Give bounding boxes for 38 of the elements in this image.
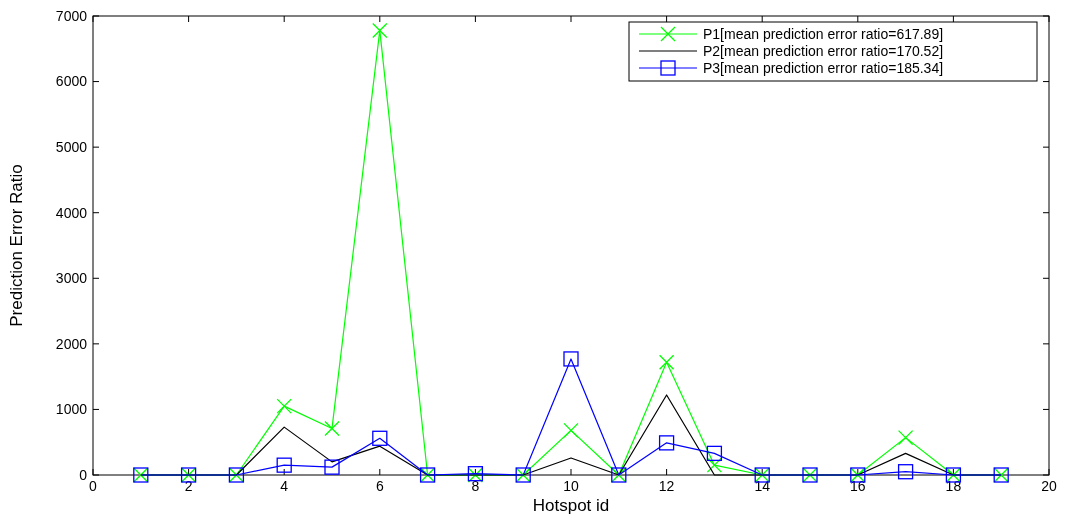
point (276, 457, 292, 473)
point (706, 457, 723, 473)
y-tick-label: 0 (79, 466, 88, 483)
point (563, 351, 579, 367)
x-tick-label: 20 (1041, 478, 1057, 494)
x-tick-label: 10 (563, 478, 579, 494)
point (658, 435, 675, 451)
y-tick-label: 5000 (55, 139, 88, 156)
point (276, 398, 292, 414)
x-tick-label: 14 (754, 478, 771, 494)
y-tick-label: 2000 (55, 335, 88, 352)
y-tick-label: 3000 (55, 270, 88, 287)
point (897, 464, 914, 480)
y-tick-label: 1000 (55, 401, 88, 418)
legend-label: P3[mean prediction error ratio=185.34] (703, 59, 944, 76)
x-tick-label: 16 (850, 478, 866, 494)
x-tick-label: 8 (471, 478, 480, 494)
y-tick-label: 7000 (55, 7, 88, 24)
point (706, 445, 723, 462)
legend-label: P2[mean prediction error ratio=170.52] (703, 42, 944, 59)
point (324, 420, 340, 437)
x-tick-label: 6 (375, 478, 384, 494)
y-tick-label: 6000 (55, 73, 88, 90)
y-tick-label: 4000 (55, 204, 88, 221)
legend-label: P1[mean prediction error ratio=617.89] (703, 25, 944, 42)
point (658, 354, 675, 370)
x-tick-label: 4 (280, 478, 289, 494)
y-axis-title: Prediction Error Ratio (7, 164, 26, 327)
point (372, 22, 388, 39)
x-tick-label: 0 (89, 478, 98, 494)
point (372, 430, 388, 446)
x-tick-label: 2 (184, 478, 193, 494)
x-tick-label: 12 (658, 478, 675, 494)
point (897, 429, 914, 446)
point (324, 459, 340, 475)
point (563, 422, 579, 439)
x-tick-label: 18 (945, 478, 962, 494)
x-axis-title: Hotspot id (532, 496, 610, 515)
